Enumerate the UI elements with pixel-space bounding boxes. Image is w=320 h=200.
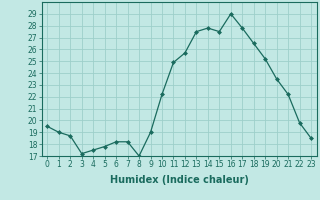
X-axis label: Humidex (Indice chaleur): Humidex (Indice chaleur) (110, 175, 249, 185)
